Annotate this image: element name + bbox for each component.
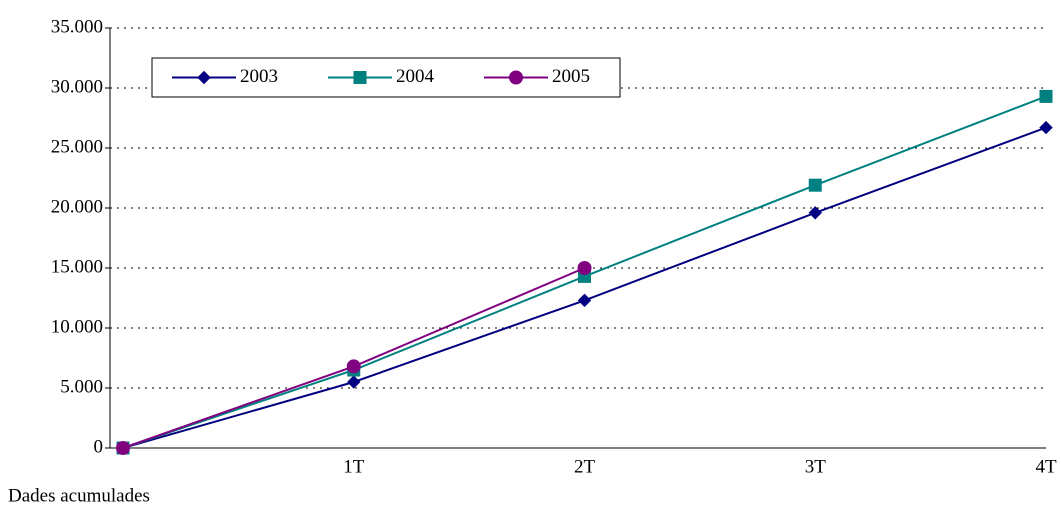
legend-label: 2003 — [240, 66, 278, 87]
x-tick-label: 2T — [574, 456, 596, 477]
y-tick-label: 5.000 — [60, 376, 103, 397]
marker — [1039, 120, 1053, 135]
marker — [116, 441, 130, 455]
y-tick-label: 30.000 — [51, 76, 103, 97]
x-tick-label: 1T — [343, 456, 365, 477]
y-tick-label: 10.000 — [51, 316, 103, 337]
legend-label: 2004 — [396, 66, 435, 87]
marker — [577, 293, 592, 308]
marker — [808, 178, 822, 192]
y-tick-label: 0 — [94, 436, 104, 457]
y-tick-label: 15.000 — [51, 256, 103, 277]
marker — [808, 206, 822, 220]
x-tick-label: 4T — [1035, 456, 1057, 477]
y-tick-label: 25.000 — [51, 136, 103, 157]
y-tick-label: 20.000 — [51, 196, 103, 217]
x-tick-label: 3T — [805, 456, 827, 477]
x-axis-label: Dades acumulades — [8, 485, 150, 506]
legend-marker — [197, 70, 211, 85]
marker — [577, 261, 592, 275]
marker — [347, 375, 361, 389]
legend-marker — [353, 71, 367, 84]
legend-marker — [509, 70, 523, 85]
series-line — [122, 267, 585, 449]
marker — [1039, 89, 1053, 103]
marker — [346, 359, 361, 374]
y-tick-label: 35.000 — [51, 16, 103, 37]
legend-label: 2005 — [552, 66, 590, 87]
